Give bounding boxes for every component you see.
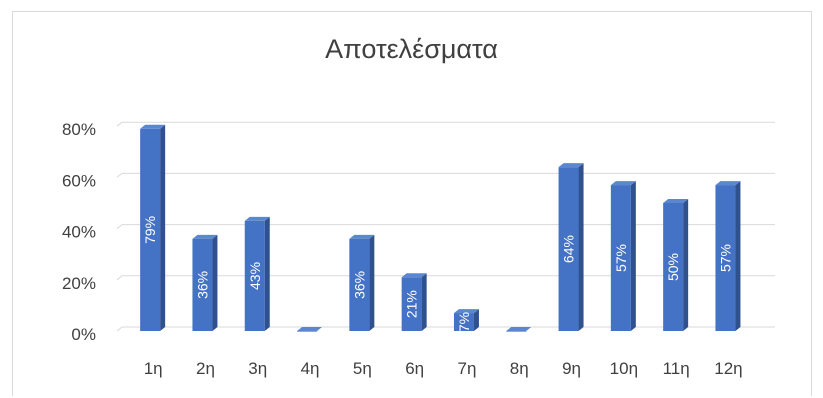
bar-12η <box>715 181 741 331</box>
bar-front <box>140 128 161 331</box>
x-axis-ticks: 1η 2η 3η 4η 5η 6η 7η 8η 9η 10η 11η 12η <box>144 359 743 378</box>
bar-side <box>212 234 218 331</box>
bar-11η <box>663 199 689 331</box>
bar-9η <box>558 163 584 331</box>
bars <box>140 124 741 332</box>
bar-front <box>663 203 684 331</box>
x-tick-label: 5η <box>353 359 372 378</box>
y-tick-label: 80% <box>62 120 96 139</box>
bar-side <box>735 181 741 331</box>
bar-side <box>369 234 375 331</box>
bar-side <box>630 181 636 331</box>
data-label: 50% <box>665 253 681 281</box>
bar-front <box>192 238 213 331</box>
bar-side <box>160 124 166 331</box>
data-label: 57% <box>717 244 733 272</box>
bar-front <box>715 185 736 331</box>
x-tick-label: 11η <box>663 359 690 378</box>
bar-front <box>558 167 579 331</box>
y-tick-label: 60% <box>62 171 96 190</box>
y-tick-label: 0% <box>71 325 96 344</box>
data-label: 21% <box>404 290 420 318</box>
bar-side <box>421 273 427 331</box>
bar-front <box>453 313 474 331</box>
gridline-depth <box>116 173 123 178</box>
gridline-depth <box>116 275 123 281</box>
bar-top <box>349 234 375 239</box>
x-tick-label: 8η <box>510 359 529 378</box>
x-tick-label: 7η <box>457 359 476 378</box>
x-tick-label: 1η <box>144 359 163 378</box>
bar-4η <box>297 327 323 332</box>
bar-2η <box>192 234 218 331</box>
bar-top <box>401 273 427 278</box>
bar-top <box>192 234 218 239</box>
bar-10η <box>610 181 636 331</box>
bar-8η <box>506 327 532 332</box>
bar-front <box>297 331 318 332</box>
bar-6η <box>401 273 427 331</box>
gridline-depth <box>116 224 123 229</box>
bar-side <box>473 309 479 331</box>
x-tick-label: 3η <box>248 359 267 378</box>
bar-side <box>683 199 689 331</box>
x-tick-label: 12η <box>714 359 742 378</box>
y-axis-ticks: 0% 20% 40% 60% 80% <box>62 120 96 344</box>
data-label: 79% <box>142 216 158 244</box>
bar-top <box>715 181 741 186</box>
gridline-depth <box>116 121 123 127</box>
data-label: 57% <box>613 244 629 272</box>
bar-top <box>244 216 270 221</box>
bar-front <box>244 220 265 331</box>
data-labels: 79% 36% 43% 36% 21% 7% 64% 57% 50% 57% <box>142 216 733 332</box>
chart-frame <box>12 11 812 396</box>
data-label: 7% <box>456 312 472 332</box>
bar-1η <box>140 124 166 331</box>
y-tick-label: 40% <box>62 223 96 242</box>
gridline-depth <box>116 326 123 332</box>
bar-7η <box>453 309 479 331</box>
bar-front <box>610 185 631 331</box>
data-label: 43% <box>247 262 263 290</box>
bar-front <box>506 331 527 332</box>
x-tick-label: 9η <box>562 359 581 378</box>
bar-top <box>297 327 323 331</box>
x-tick-label: 6η <box>405 359 424 378</box>
bar-front <box>401 277 422 331</box>
bar-top <box>453 309 479 314</box>
bar-side <box>264 216 270 331</box>
bar-top <box>558 163 584 168</box>
x-tick-label: 2η <box>196 359 215 378</box>
x-tick-label: 4η <box>301 359 320 378</box>
bar-top <box>663 199 689 203</box>
data-label: 36% <box>194 271 210 299</box>
bar-side <box>578 163 584 331</box>
x-tick-label: 10η <box>610 359 638 378</box>
data-label: 36% <box>351 271 367 299</box>
bar-5η <box>349 234 375 331</box>
data-label: 64% <box>561 235 577 263</box>
bar-top <box>506 327 532 331</box>
y-tick-label: 20% <box>62 274 96 293</box>
bar-top <box>610 181 636 186</box>
chart-title: Αποτελέσματα <box>325 34 498 64</box>
bar-top <box>140 124 166 129</box>
bar-3η <box>244 216 270 331</box>
bar-front <box>349 238 370 331</box>
